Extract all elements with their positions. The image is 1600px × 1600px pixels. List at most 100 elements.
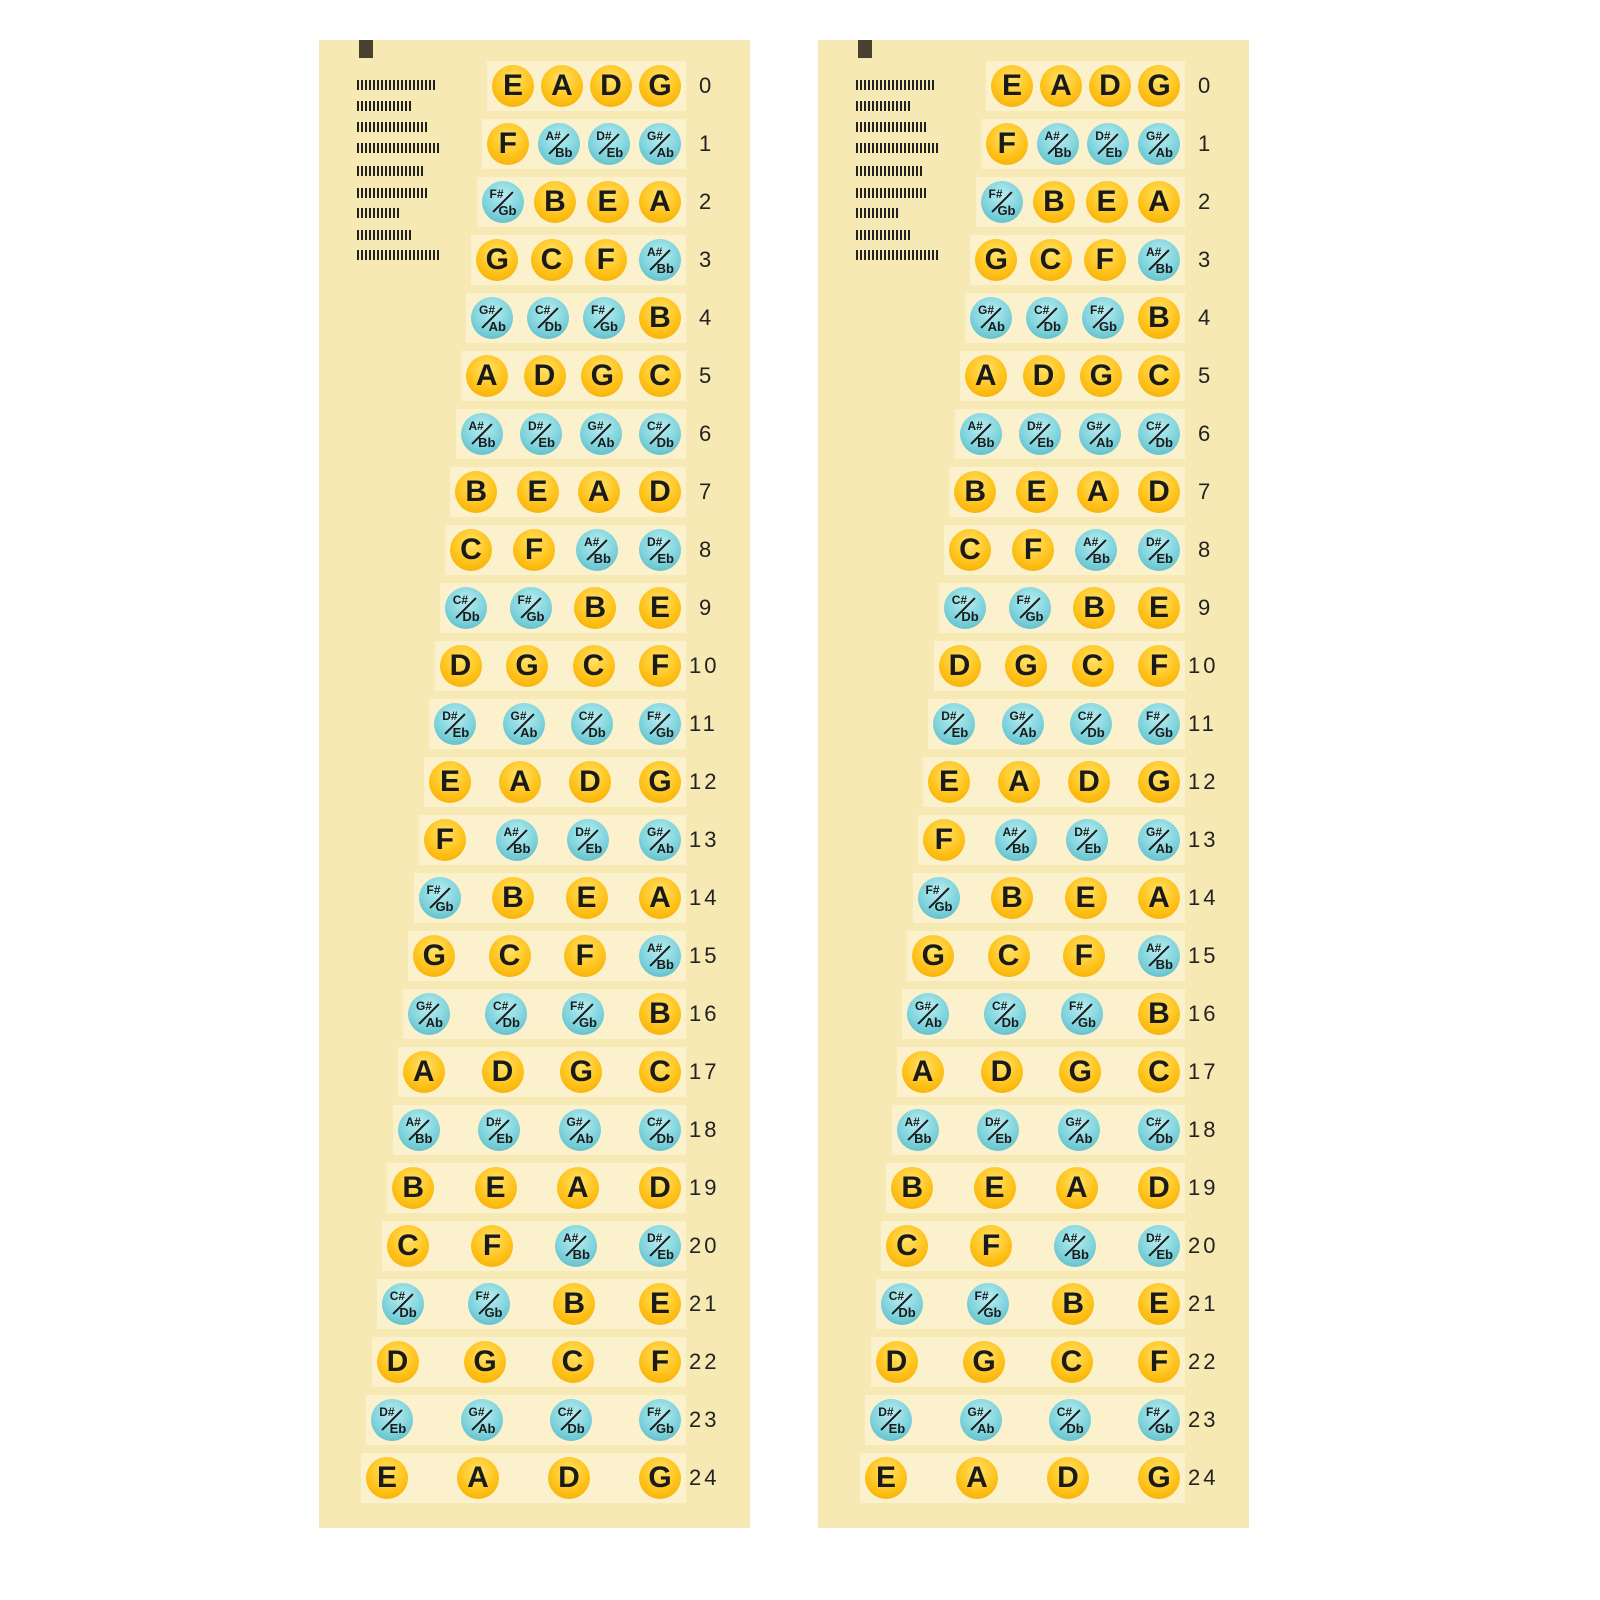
accidental-note-dot: C# Db bbox=[1138, 413, 1180, 455]
natural-note-dot: C bbox=[886, 1225, 928, 1267]
accidental-note-dot: F# Gb bbox=[509, 587, 552, 629]
sharp-label: C# bbox=[647, 419, 663, 433]
flat-label: Eb bbox=[389, 1421, 407, 1436]
flat-label: Bb bbox=[1071, 1247, 1089, 1262]
accidental-note-dot: F# Gb bbox=[980, 181, 1023, 223]
sharp-label: F# bbox=[1146, 709, 1161, 723]
accidental-note-dot: G# Ab bbox=[408, 993, 450, 1035]
fret-row-band bbox=[870, 1337, 1185, 1387]
flat-label: Db bbox=[567, 1421, 585, 1436]
sharp-label: F# bbox=[988, 187, 1003, 201]
flat-label: Ab bbox=[1096, 435, 1114, 450]
flat-label: Gb bbox=[1154, 1421, 1173, 1436]
sharp-label: G# bbox=[566, 1115, 583, 1129]
natural-note-dot: F bbox=[1012, 529, 1054, 571]
fret-row-band bbox=[902, 989, 1185, 1039]
sharp-label: G# bbox=[647, 825, 664, 839]
fret-number: 14 bbox=[689, 885, 720, 910]
natural-note-dot: F bbox=[1138, 645, 1180, 687]
fret-row-band bbox=[403, 989, 686, 1039]
barcode-lines bbox=[856, 208, 898, 218]
natural-note-dot: A bbox=[1138, 877, 1180, 919]
sharp-label: D# bbox=[486, 1115, 502, 1129]
flat-label: Eb bbox=[606, 145, 624, 160]
accidental-note-dot: G# Ab bbox=[1078, 413, 1121, 455]
accidental-note-dot: D# Eb bbox=[933, 703, 976, 745]
accidental-note-dot: C# Db bbox=[570, 703, 613, 745]
sharp-label: C# bbox=[992, 999, 1008, 1013]
sharp-label: F# bbox=[517, 593, 532, 607]
natural-note-dot: C bbox=[639, 1051, 681, 1093]
natural-note-dot: D bbox=[1089, 65, 1131, 107]
natural-note-dot: B bbox=[1073, 587, 1116, 629]
sharp-label: C# bbox=[493, 999, 509, 1013]
accidental-note-dot: D# Eb bbox=[371, 1399, 414, 1441]
sharp-label: D# bbox=[1146, 535, 1162, 549]
sharp-label: A# bbox=[647, 245, 663, 259]
flat-label: Db bbox=[502, 1015, 520, 1030]
natural-note-dot: A bbox=[556, 1167, 599, 1209]
natural-note-dot: C bbox=[949, 529, 991, 571]
fret-number: 0 bbox=[699, 73, 715, 98]
flat-label: Ab bbox=[576, 1131, 594, 1146]
accidental-note-dot: A# Bb bbox=[1138, 239, 1180, 281]
natural-note-dot: B bbox=[954, 471, 997, 513]
flat-label: Ab bbox=[656, 145, 674, 160]
accidental-note-dot: D# Eb bbox=[1066, 819, 1109, 861]
accidental-note-dot: D# Eb bbox=[567, 819, 610, 861]
barcode-lines bbox=[357, 250, 439, 260]
flat-label: Ab bbox=[488, 319, 506, 334]
natural-note-dot: B bbox=[392, 1167, 435, 1209]
flat-label: Db bbox=[656, 435, 674, 450]
fret-number: 11 bbox=[689, 711, 718, 736]
flat-label: Db bbox=[656, 1131, 674, 1146]
sharp-label: D# bbox=[575, 825, 591, 839]
flat-label: Ab bbox=[520, 725, 538, 740]
accidental-note-dot: C# Db bbox=[880, 1283, 923, 1325]
sharp-label: D# bbox=[528, 419, 544, 433]
sharp-label: A# bbox=[1062, 1231, 1078, 1245]
accidental-note-dot: A# Bb bbox=[639, 935, 681, 977]
natural-note-dot: E bbox=[1138, 587, 1180, 629]
natural-note-dot: E bbox=[991, 65, 1033, 107]
accidental-note-dot: D# Eb bbox=[639, 1225, 681, 1267]
fret-number: 5 bbox=[699, 363, 715, 388]
fret-number: 1 bbox=[699, 131, 715, 156]
fret-number: 22 bbox=[1188, 1349, 1219, 1374]
accidental-note-dot: A# Bb bbox=[896, 1109, 939, 1151]
natural-note-dot: A bbox=[577, 471, 620, 513]
accidental-note-dot: C# Db bbox=[984, 993, 1026, 1035]
flat-label: Ab bbox=[1019, 725, 1037, 740]
flat-label: Bb bbox=[593, 551, 611, 566]
sharp-label: D# bbox=[1027, 419, 1043, 433]
fret-number: 24 bbox=[689, 1465, 720, 1490]
natural-note-dot: E bbox=[366, 1457, 408, 1499]
accidental-note-dot: A# Bb bbox=[537, 123, 580, 165]
barcode-lines bbox=[357, 143, 439, 153]
accidental-note-dot: A# Bb bbox=[639, 239, 681, 281]
fret-number: 20 bbox=[1188, 1233, 1219, 1258]
sharp-label: D# bbox=[1095, 129, 1111, 143]
sharp-label: F# bbox=[1146, 1405, 1161, 1419]
accidental-note-dot: F# Gb bbox=[562, 993, 604, 1035]
natural-note-dot: G bbox=[1005, 645, 1047, 687]
natural-note-dot: G bbox=[1138, 761, 1180, 803]
accidental-note-dot: A# Bb bbox=[397, 1109, 440, 1151]
fret-number: 6 bbox=[699, 421, 715, 446]
barcode-lines bbox=[856, 188, 926, 198]
fret-row-band bbox=[860, 1453, 1185, 1503]
flat-label: Gb bbox=[484, 1305, 503, 1320]
natural-note-dot: G bbox=[560, 1051, 603, 1093]
fret-number: 19 bbox=[689, 1175, 720, 1200]
accidental-note-dot: C# Db bbox=[527, 297, 569, 339]
accidental-note-dot: F# Gb bbox=[1138, 703, 1180, 745]
accidental-note-dot: C# Db bbox=[444, 587, 487, 629]
natural-note-dot: A bbox=[901, 1051, 944, 1093]
fret-number: 17 bbox=[1188, 1059, 1219, 1084]
flat-label: Eb bbox=[1156, 1247, 1173, 1262]
barcode-lines bbox=[856, 166, 922, 176]
sharp-label: G# bbox=[1009, 709, 1026, 723]
sharp-label: F# bbox=[647, 709, 662, 723]
natural-note-dot: E bbox=[586, 181, 629, 223]
natural-note-dot: A bbox=[499, 761, 541, 803]
